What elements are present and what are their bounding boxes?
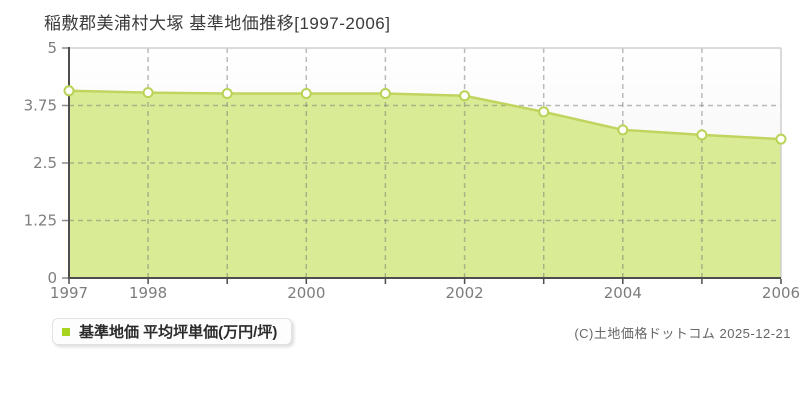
data-point <box>617 124 629 136</box>
svg-text:5: 5 <box>47 39 57 57</box>
svg-text:2004: 2004 <box>604 284 642 302</box>
h-gridlines <box>69 104 781 222</box>
plot-border <box>69 47 782 278</box>
y-tick-labels: 0 1.25 2.5 3.75 5 <box>24 39 57 287</box>
x-ticks <box>68 279 782 284</box>
legend-label: 基準地価 平均坪単価(万円/坪) <box>79 324 278 341</box>
svg-text:1998: 1998 <box>129 284 167 302</box>
svg-text:2000: 2000 <box>287 284 325 302</box>
data-point <box>696 129 708 141</box>
svg-text:2.5: 2.5 <box>33 154 57 172</box>
data-point <box>300 88 312 99</box>
svg-text:2006: 2006 <box>762 284 800 302</box>
data-point <box>459 90 471 102</box>
y-ticks <box>62 47 68 279</box>
v-gridlines <box>147 48 703 278</box>
copyright-text: (C)土地価格ドットコム 2025-12-21 <box>574 326 791 341</box>
data-point <box>63 85 75 97</box>
data-point <box>221 88 233 99</box>
data-point <box>775 133 787 145</box>
svg-text:1.25: 1.25 <box>24 212 57 230</box>
legend-marker-icon <box>62 327 70 336</box>
data-point <box>538 106 550 118</box>
page-title: 稲敷郡美浦村大塚 基準地価推移[1997-2006] <box>44 14 391 33</box>
data-point <box>142 87 154 99</box>
x-tick-labels: 1997 1998 2000 2002 2004 2006 <box>50 284 800 302</box>
svg-text:1997: 1997 <box>50 284 88 302</box>
svg-text:3.75: 3.75 <box>24 97 57 115</box>
series-line <box>68 89 782 141</box>
area-series <box>69 90 781 278</box>
svg-text:0: 0 <box>47 269 57 287</box>
data-point <box>379 88 391 99</box>
svg-text:2002: 2002 <box>446 284 484 302</box>
legend: 基準地価 平均坪単価(万円/坪) <box>52 318 293 345</box>
data-points <box>63 85 787 145</box>
